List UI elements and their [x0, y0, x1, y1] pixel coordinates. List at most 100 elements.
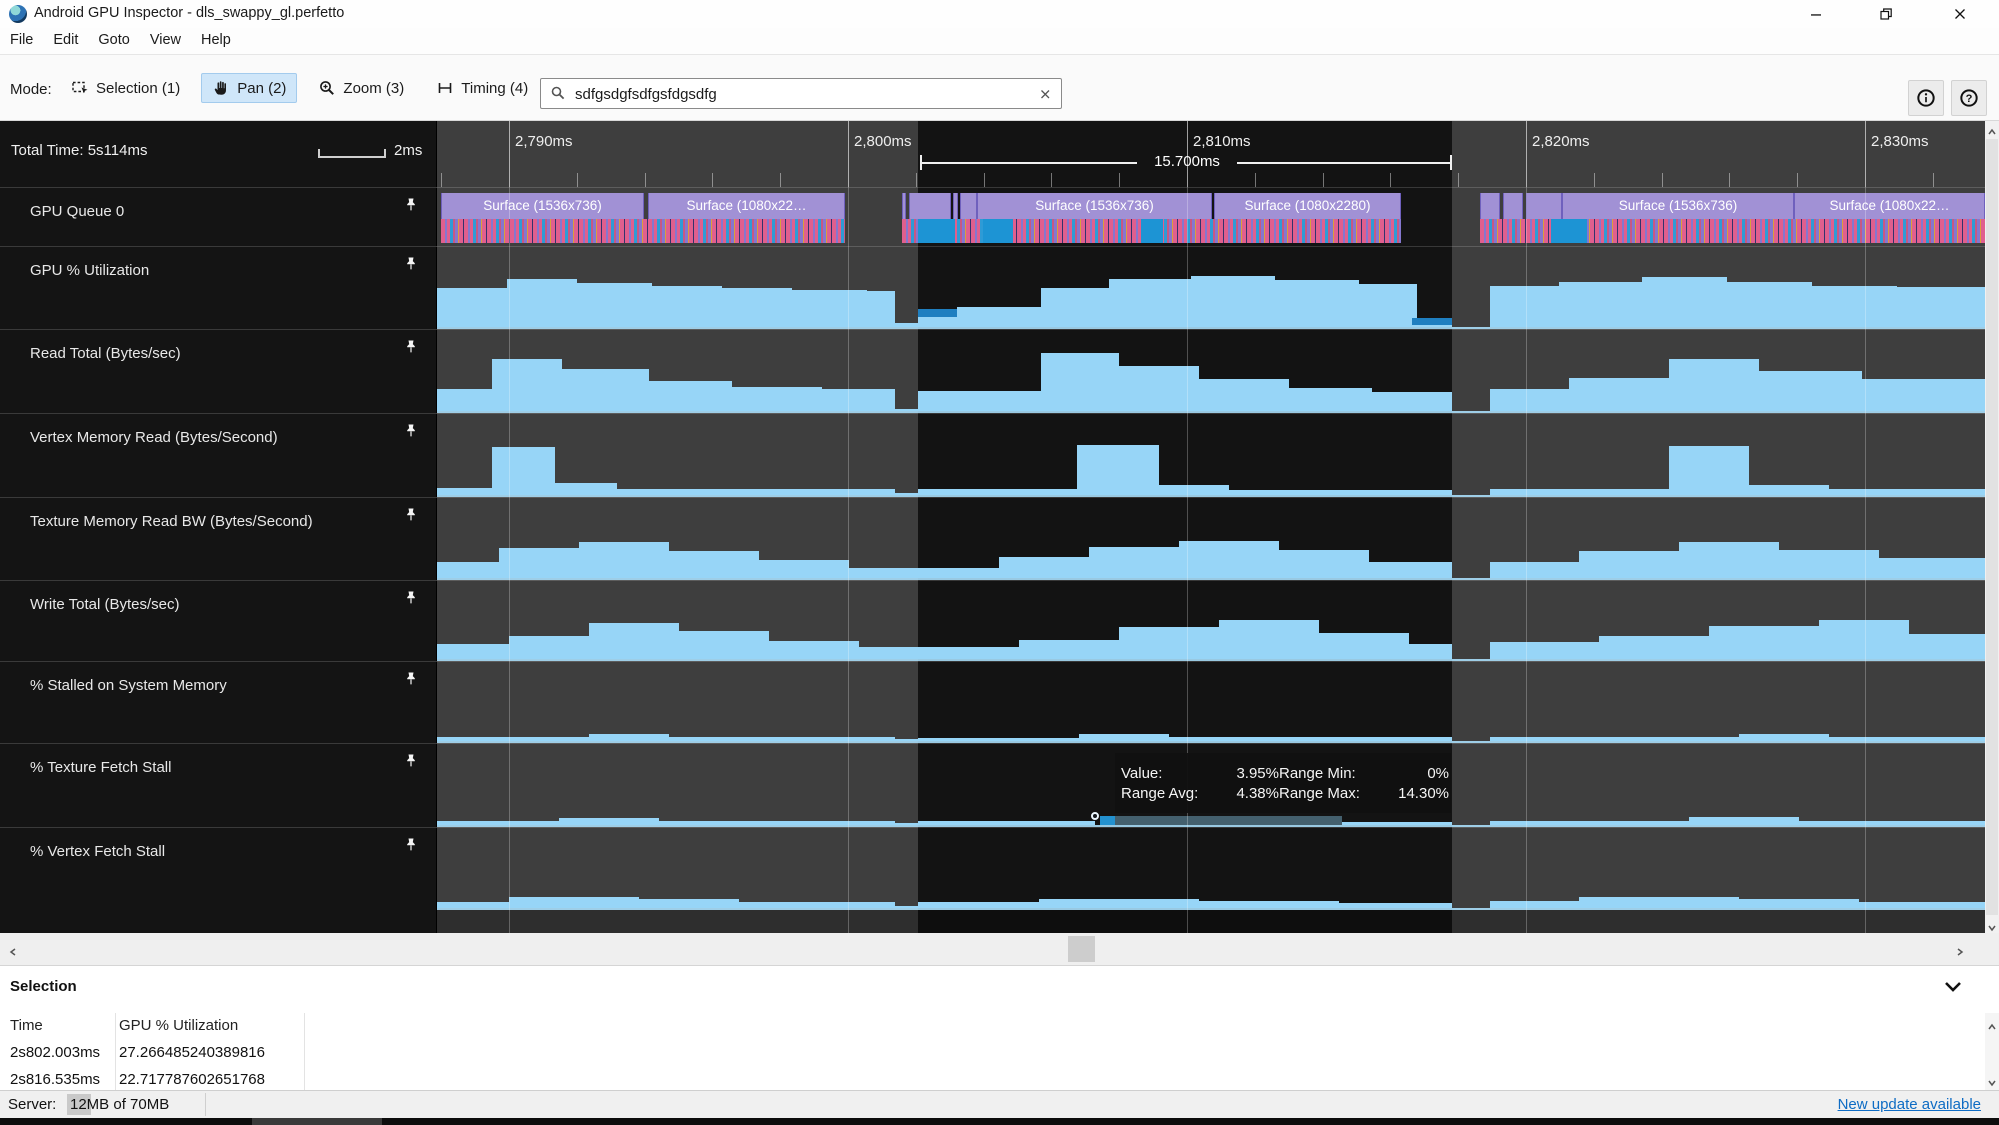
search-input[interactable] — [573, 81, 1027, 107]
pin-icon[interactable] — [403, 590, 420, 607]
pin-icon[interactable] — [403, 423, 420, 440]
track-lane-vertex-fetch-stall[interactable] — [437, 827, 1985, 910]
surface-span[interactable]: Surface (1080x22… — [648, 193, 845, 219]
sidebar-track-row-gpu-queue-0[interactable]: GPU Queue 0 — [0, 187, 437, 246]
table-cell[interactable]: 27.266485240389816 — [119, 1044, 265, 1061]
surface-span[interactable]: Surface (1080x22… — [1794, 193, 1985, 219]
horizontal-scrollbar-thumb[interactable] — [1068, 936, 1095, 962]
surface-span[interactable]: Surface (1536x736) — [441, 193, 644, 219]
track-lane-vertex-memory-read-bytes-second[interactable] — [437, 413, 1985, 497]
horizontal-scrollbar[interactable] — [0, 933, 1999, 965]
pin-icon[interactable] — [403, 197, 420, 214]
counter-bar — [1490, 901, 1579, 908]
status-bar: Server: 12MB of 70MB New update availabl… — [0, 1090, 1999, 1118]
measurement-line — [920, 162, 1137, 164]
surface-span-fragment[interactable] — [1480, 193, 1500, 219]
mode-button-pan[interactable]: Pan (2) — [201, 73, 298, 103]
mode-button-selection[interactable]: Selection (1) — [60, 73, 191, 103]
table-cell[interactable]: 2s802.003ms — [10, 1044, 101, 1061]
sidebar-track-row-vertex-fetch-stall[interactable]: % Vertex Fetch Stall — [0, 827, 437, 910]
surface-span-fragment[interactable] — [909, 193, 951, 219]
counter-bar — [1829, 737, 1985, 741]
surface-span-fragment[interactable] — [1526, 193, 1562, 219]
table-scroll-down-icon[interactable] — [1987, 1075, 1997, 1087]
ruler-gridline — [848, 121, 849, 187]
sidebar-track-row-read-total-bytes-sec[interactable]: Read Total (Bytes/sec) — [0, 329, 437, 413]
pin-icon[interactable] — [403, 507, 420, 524]
surface-span-fragment[interactable] — [1503, 193, 1523, 219]
table-scrollbar[interactable] — [1985, 1013, 1999, 1091]
sidebar-track-row-texture-fetch-stall[interactable]: % Texture Fetch Stall — [0, 743, 437, 827]
zero-line — [437, 825, 1985, 827]
counter-bar — [1289, 388, 1372, 411]
scroll-left-icon[interactable] — [8, 944, 18, 956]
minimize-button[interactable] — [1793, 0, 1839, 28]
collapse-panel-icon[interactable] — [1942, 976, 1964, 998]
menu-item-help[interactable]: Help — [200, 32, 231, 48]
surface-span[interactable]: Surface (1536x736) — [1562, 193, 1794, 219]
surface-span-fragment[interactable] — [960, 193, 977, 219]
counter-bar — [1339, 903, 1452, 908]
menu-item-goto[interactable]: Goto — [98, 32, 130, 48]
counter-bar — [437, 488, 492, 495]
counter-bar — [918, 647, 1019, 659]
timeline-canvas[interactable]: Surface (1536x736) Surface (1080x22… Surfa… — [437, 121, 1985, 933]
update-link[interactable]: New update available — [1837, 1096, 1981, 1113]
surface-span[interactable]: Surface (1536x736) — [977, 193, 1212, 219]
counter-bar — [437, 644, 509, 659]
mode-button-label: Selection (1) — [96, 79, 181, 97]
surface-span[interactable]: Surface (1080x2280) — [1214, 193, 1401, 219]
track-lane-texture-memory-read-bw-bytes-second[interactable] — [437, 497, 1985, 580]
gpu-activity-chunk — [983, 219, 1013, 243]
mode-button-timing[interactable]: Timing (4) — [425, 73, 539, 103]
gpu-activity-chunk — [918, 219, 955, 243]
table-cell[interactable]: 22.717787602651768 — [119, 1071, 265, 1088]
counter-bar — [1019, 640, 1119, 659]
sidebar-track-row-vertex-memory-read-bytes-second[interactable]: Vertex Memory Read (Bytes/Second) — [0, 413, 437, 497]
sidebar-track-row-texture-memory-read-bw-bytes-second[interactable]: Texture Memory Read BW (Bytes/Second) — [0, 497, 437, 580]
pin-icon[interactable] — [403, 671, 420, 688]
vertical-scrollbar[interactable] — [1985, 121, 1999, 933]
track-lane-gpu-utilization[interactable] — [437, 246, 1985, 329]
track-label: Vertex Memory Read (Bytes/Second) — [30, 429, 278, 446]
gpu-queue-lane[interactable]: Surface (1536x736) Surface (1080x22… Surfa… — [437, 187, 1985, 246]
counter-bar — [1100, 816, 1115, 825]
surface-span-fragment[interactable] — [953, 193, 958, 219]
surface-span-fragment[interactable] — [902, 193, 906, 219]
sidebar-track-row-write-total-bytes-sec[interactable]: Write Total (Bytes/sec) — [0, 580, 437, 661]
clear-search-icon[interactable] — [1038, 87, 1052, 101]
menu-item-view[interactable]: View — [149, 32, 181, 48]
mode-button-zoom[interactable]: Zoom (3) — [307, 73, 415, 103]
scroll-down-icon[interactable] — [1987, 920, 1997, 932]
gridline — [1865, 121, 1866, 933]
restore-button[interactable] — [1863, 0, 1909, 28]
pin-icon[interactable] — [403, 753, 420, 770]
pin-icon[interactable] — [403, 339, 420, 356]
sidebar-track-row-stalled-on-system-memory[interactable]: % Stalled on System Memory — [0, 661, 437, 743]
table-scroll-up-icon[interactable] — [1987, 1019, 1997, 1030]
track-label: GPU % Utilization — [30, 262, 150, 279]
info-button[interactable] — [1908, 80, 1944, 116]
help-button[interactable]: ? — [1951, 80, 1987, 116]
ruler-minor-tick — [1729, 173, 1730, 187]
scroll-up-icon[interactable] — [1987, 124, 1997, 135]
pin-icon[interactable] — [403, 256, 420, 273]
close-button[interactable] — [1937, 0, 1983, 28]
counter-bar — [1862, 379, 1985, 411]
column-separator — [304, 1013, 305, 1091]
pin-icon[interactable] — [403, 837, 420, 854]
menu-item-edit[interactable]: Edit — [53, 32, 79, 48]
counter-bar — [1490, 737, 1739, 741]
sidebar-track-row-gpu-utilization[interactable]: GPU % Utilization — [0, 246, 437, 329]
track-lane-write-total-bytes-sec[interactable] — [437, 580, 1985, 661]
ruler-minor-tick — [1933, 173, 1934, 187]
menu-item-file[interactable]: File — [10, 32, 34, 48]
vertical-scrollbar-thumb[interactable] — [1986, 139, 1998, 915]
track-lane-read-total-bytes-sec[interactable] — [437, 329, 1985, 413]
counter-bar — [499, 548, 579, 578]
track-lane-stalled-on-system-memory[interactable] — [437, 661, 1985, 743]
table-cell[interactable]: 2s816.535ms — [10, 1071, 101, 1088]
track-lane-texture-fetch-stall[interactable] — [437, 743, 1985, 827]
scroll-right-icon[interactable] — [1955, 944, 1965, 956]
search-box — [540, 78, 1062, 109]
